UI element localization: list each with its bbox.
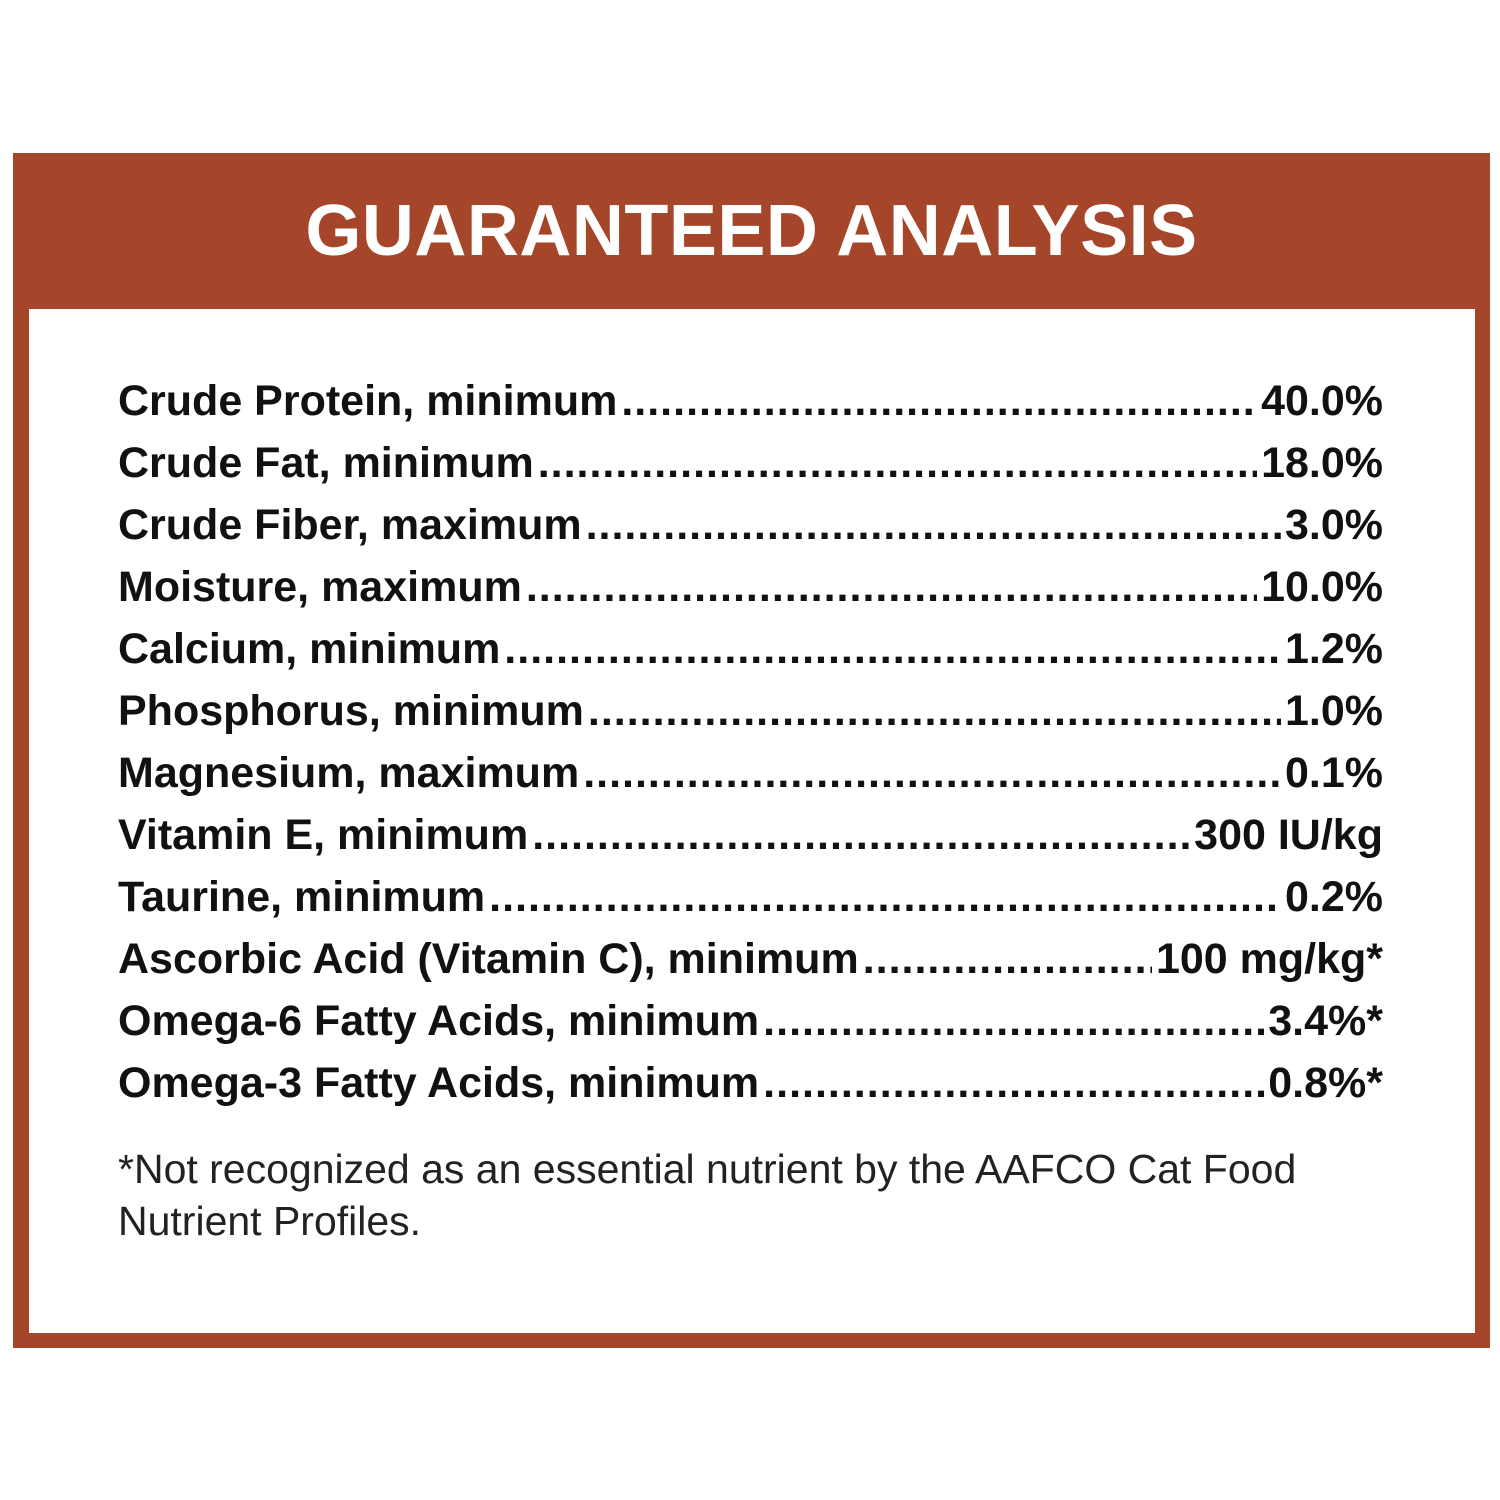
nutrient-value: 300 IU/kg — [1194, 811, 1383, 859]
analysis-row: Vitamin E, minimum......................… — [118, 811, 1383, 873]
analysis-row: Calcium, minimum........................… — [118, 625, 1383, 687]
nutrient-value: 18.0% — [1261, 439, 1383, 487]
nutrient-value: 0.2% — [1284, 873, 1383, 921]
analysis-row: Crude Fiber, maximum....................… — [118, 501, 1383, 563]
analysis-row: Phosphorus, minimum.....................… — [118, 687, 1383, 749]
nutrient-label: Moisture, maximum — [118, 563, 522, 611]
nutrient-value: 100 mg/kg* — [1155, 935, 1383, 983]
nutrient-value: 0.8%* — [1268, 1059, 1383, 1107]
analysis-row: Crude Fat, minimum......................… — [118, 439, 1383, 501]
nutrient-value: 10.0% — [1261, 563, 1383, 611]
analysis-table: Crude Protein, minimum..................… — [118, 377, 1383, 1121]
dot-leader: ........................................… — [537, 439, 1258, 487]
nutrient-value: 40.0% — [1261, 377, 1383, 425]
analysis-row: Ascorbic Acid (Vitamin C), minimum......… — [118, 935, 1383, 997]
nutrient-value: 3.0% — [1284, 501, 1383, 549]
dot-leader: ........................................… — [504, 625, 1281, 673]
analysis-row: Crude Protein, minimum..................… — [118, 377, 1383, 439]
dot-leader: ........................................… — [587, 687, 1281, 735]
dot-leader: ........................................… — [763, 997, 1264, 1045]
dot-leader: ........................................… — [763, 1059, 1264, 1107]
nutrient-label: Crude Protein, minimum — [118, 377, 618, 425]
dot-leader: ........................................… — [583, 749, 1281, 797]
analysis-row: Omega-3 Fatty Acids, minimum............… — [118, 1059, 1383, 1121]
analysis-row: Taurine, minimum........................… — [118, 873, 1383, 935]
nutrient-value: 3.4%* — [1268, 997, 1383, 1045]
guaranteed-analysis-panel: GUARANTEED ANALYSIS Crude Protein, minim… — [13, 153, 1490, 1348]
dot-leader: ........................................… — [525, 563, 1257, 611]
nutrient-label: Omega-3 Fatty Acids, minimum — [118, 1059, 760, 1107]
nutrient-label: Omega-6 Fatty Acids, minimum — [118, 997, 760, 1045]
dot-leader: ........................................… — [862, 935, 1152, 983]
dot-leader: ........................................… — [621, 377, 1258, 425]
panel-title: GUARANTEED ANALYSIS — [305, 191, 1198, 271]
nutrient-label: Phosphorus, minimum — [118, 687, 584, 735]
nutrient-label: Vitamin E, minimum — [118, 811, 529, 859]
nutrient-label: Magnesium, maximum — [118, 749, 580, 797]
nutrient-label: Crude Fat, minimum — [118, 439, 534, 487]
analysis-content: Crude Protein, minimum..................… — [29, 309, 1475, 1333]
dot-leader: ........................................… — [585, 501, 1281, 549]
dot-leader: ........................................… — [532, 811, 1190, 859]
analysis-row: Omega-6 Fatty Acids, minimum............… — [118, 997, 1383, 1059]
nutrient-label: Taurine, minimum — [118, 873, 486, 921]
analysis-row: Magnesium, maximum......................… — [118, 749, 1383, 811]
nutrient-label: Ascorbic Acid (Vitamin C), minimum — [118, 935, 859, 983]
nutrient-label: Crude Fiber, maximum — [118, 501, 582, 549]
nutrient-value: 1.2% — [1284, 625, 1383, 673]
nutrient-value: 1.0% — [1284, 687, 1383, 735]
footnote: *Not recognized as an essential nutrient… — [118, 1146, 1297, 1244]
nutrient-label: Calcium, minimum — [118, 625, 501, 673]
analysis-row: Moisture, maximum.......................… — [118, 563, 1383, 625]
nutrient-value: 0.1% — [1284, 749, 1383, 797]
dot-leader: ........................................… — [489, 873, 1281, 921]
